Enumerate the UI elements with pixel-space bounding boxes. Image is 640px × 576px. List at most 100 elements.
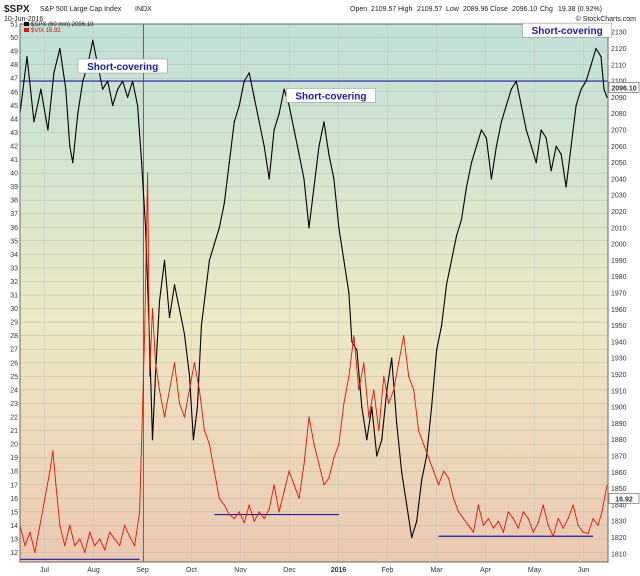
spx-60-min-point	[273, 129, 275, 131]
vix-point	[149, 375, 151, 377]
x-tick-label: Jul	[40, 567, 49, 574]
spx-60-min-point	[53, 72, 55, 74]
spx-60-min-point	[47, 129, 49, 131]
right-tick-label: 1890	[611, 421, 627, 428]
vix-point	[49, 470, 51, 472]
annotations: Short-covering Short-covering Short-coveri…	[77, 22, 613, 103]
spx-60-min-point	[122, 80, 124, 82]
x-tick-label: Apr	[480, 567, 492, 574]
spx-60-min-point	[107, 80, 109, 82]
vix-point	[532, 531, 534, 533]
spx-60-min-point	[535, 162, 537, 164]
vix-point	[428, 457, 430, 459]
grid	[20, 23, 608, 562]
left-tick-label: 19	[10, 455, 18, 462]
vix-point	[134, 545, 136, 547]
right-tick-label: 1830	[611, 519, 627, 526]
spx-60-min-point	[333, 178, 335, 180]
vix-point	[303, 463, 305, 465]
x-axis: Jul Aug Sep Oct Nov Dec 2016 Feb Mar Apr May Jun	[40, 567, 589, 574]
spx-60-min-point	[603, 88, 605, 90]
vix-point	[403, 335, 405, 337]
chg-label: Chg	[540, 6, 553, 13]
vix-point	[423, 443, 425, 445]
vix-point	[462, 518, 465, 520]
spx-60-min-point	[470, 162, 473, 164]
watermark: © StockCharts.com	[576, 15, 637, 23]
x-tick-label: 2016	[331, 567, 347, 574]
annotation-label-1: Short-covering	[295, 91, 366, 102]
vix-point	[268, 508, 270, 510]
vix-point	[84, 551, 86, 554]
vix-point	[368, 416, 370, 418]
spx-60-min-point	[480, 129, 482, 131]
vix-point	[203, 429, 205, 432]
vix-point	[69, 524, 71, 527]
right-tick-label: 2000	[611, 242, 627, 249]
spx-60-min-point	[590, 64, 592, 66]
legend-spx: $SPX (60 min) 2096.10	[31, 22, 94, 28]
right-axis: 1810 1820 1830 1840 1850 1860 1870 1880 1890 1900…	[611, 30, 627, 559]
support-lines	[20, 80, 608, 560]
spx-60-min-point	[243, 80, 245, 82]
vix-point	[313, 443, 315, 445]
right-tick-label: 2120	[611, 46, 627, 53]
annotation-label-2: Short-covering	[532, 26, 603, 37]
spx-60-min-point	[132, 80, 134, 82]
vix-point	[308, 416, 310, 418]
spx-60-min-point	[127, 96, 129, 98]
spx-60-min-point	[168, 316, 171, 319]
vix-point	[604, 495, 606, 497]
vix-point	[557, 518, 559, 520]
spx-60-min-point	[268, 178, 270, 180]
vix-point	[512, 518, 514, 520]
right-tick-label: 1870	[611, 454, 627, 461]
right-tick-label: 2090	[611, 95, 627, 102]
spx-60-min-point	[460, 219, 463, 221]
spx-60-min-point	[223, 202, 225, 204]
spx-60-min-point	[278, 113, 280, 115]
vix-point	[477, 504, 479, 506]
spx-60-min-point	[585, 80, 587, 82]
vix-point	[147, 172, 149, 174]
vix-point	[323, 484, 325, 486]
left-tick-label: 43	[10, 130, 18, 137]
spx-60-min-point	[196, 406, 198, 408]
right-tick-label: 2040	[611, 176, 627, 183]
open-label: Open	[350, 6, 367, 13]
right-tick-label: 2100	[611, 79, 627, 86]
low-label: Low	[446, 6, 460, 13]
vix-point	[183, 416, 185, 418]
vix-point	[507, 511, 509, 513]
vix-point	[542, 504, 544, 506]
left-tick-label: 28	[10, 333, 18, 340]
spx-60-min-point	[485, 137, 487, 139]
vix-point	[59, 524, 61, 527]
spx-60-min-point	[69, 145, 71, 147]
vix-point	[443, 470, 445, 472]
vix-point	[89, 531, 91, 533]
spx-60-min-point	[263, 145, 265, 147]
spx-60-min-point	[545, 137, 547, 139]
spx-60-min-point	[137, 104, 139, 107]
vix-point	[552, 535, 554, 537]
spx-60-min-point	[328, 153, 330, 155]
vix-point	[482, 524, 484, 527]
left-axis: 12 13 14 15 16 17 18 19 20 21 22 23 24 25 26 27 28 29 30 31…	[10, 22, 18, 558]
vix-point	[318, 463, 320, 465]
vix-point	[562, 527, 564, 529]
spx-60-min-point	[505, 104, 507, 107]
vix-point	[373, 389, 375, 391]
left-tick-label: 12	[10, 550, 18, 557]
spx-60-min-point	[343, 259, 345, 261]
vix-point	[418, 429, 420, 432]
spx-60-min-point	[283, 88, 285, 90]
x-tick-label: Feb	[381, 567, 393, 574]
spx-60-min-point	[510, 88, 512, 90]
spx-60-min-point	[82, 80, 84, 82]
spx-60-min-point	[59, 47, 61, 50]
plot-frame	[19, 23, 609, 563]
right-tick-label: 1810	[611, 551, 627, 558]
vix-point	[522, 511, 524, 513]
vix-point	[567, 518, 569, 520]
